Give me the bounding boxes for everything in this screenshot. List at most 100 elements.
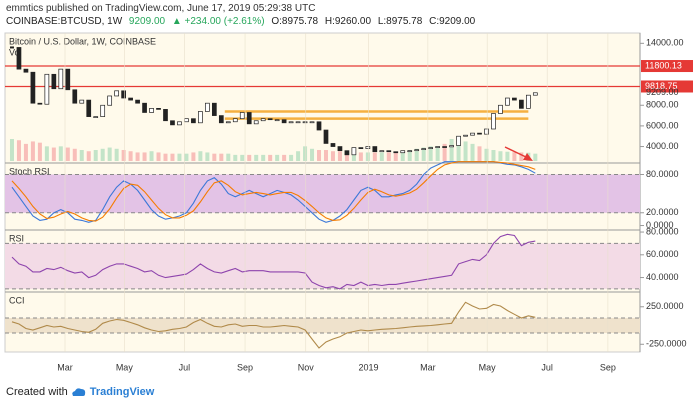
candle (505, 97, 510, 106)
volume-bar (163, 153, 168, 161)
candle (372, 146, 378, 153)
volume-bar (498, 151, 503, 161)
candle (211, 102, 217, 116)
volume-bar (484, 148, 489, 161)
y-tick-label: 14000.00 (646, 38, 684, 48)
high: H:9260.00 (324, 16, 372, 27)
volume-bar (386, 152, 391, 161)
candle (44, 73, 50, 105)
candle (400, 150, 406, 154)
volume-bar (435, 146, 440, 161)
candle (498, 104, 503, 114)
volume-bar (428, 146, 433, 161)
volume-bar (254, 154, 259, 161)
candle (218, 115, 224, 124)
y-tick-label: 4000.00 (646, 141, 679, 151)
candle (519, 99, 524, 109)
volume-bar (121, 150, 126, 161)
indicator-line (11, 233, 536, 290)
volume-bar (421, 147, 426, 161)
candle (302, 121, 308, 124)
indicator-line (11, 161, 536, 223)
candle (79, 99, 85, 104)
y-tick-label: 8000.00 (646, 100, 679, 110)
volume-bar (512, 152, 517, 161)
candle (484, 128, 489, 135)
candle (107, 95, 113, 106)
candle (309, 121, 315, 124)
y-tick-label: 80.0000 (646, 226, 679, 236)
candle (477, 132, 482, 135)
candle (225, 121, 231, 124)
candle (37, 102, 43, 105)
volume-bar (323, 150, 328, 161)
candle (512, 97, 517, 101)
candle (260, 118, 266, 122)
candle (344, 150, 350, 156)
candle (86, 99, 92, 117)
candle (191, 118, 196, 124)
volume-bar (30, 141, 35, 161)
volume-bar (456, 140, 461, 161)
candle (351, 147, 357, 156)
volume-bar (58, 146, 63, 161)
volume-bar (177, 153, 182, 161)
x-tick-label: Sep (600, 362, 616, 372)
candle (330, 143, 336, 147)
candle (232, 118, 238, 123)
volume-bar (505, 151, 510, 161)
candle (274, 119, 280, 122)
y-tick-label: 250.0000 (646, 301, 684, 311)
logo (72, 388, 85, 396)
candle (16, 47, 22, 70)
volume-label: Vol (9, 47, 22, 57)
candle (456, 135, 461, 146)
volume-bar (393, 152, 398, 161)
volume-bar (205, 152, 210, 161)
candle (93, 116, 99, 118)
candle (323, 129, 329, 144)
volume-bar (310, 148, 315, 161)
volume-bar (37, 142, 42, 161)
candle (386, 150, 392, 153)
volume-bar (142, 152, 147, 161)
volume-bar (135, 152, 140, 161)
volume-bar (226, 153, 231, 161)
volume-bar (414, 148, 419, 161)
volume-bar (44, 146, 49, 161)
y-tick-label: -250.0000 (646, 339, 687, 349)
band (5, 243, 640, 289)
candle (358, 147, 364, 149)
y-tick-label: 40.0000 (646, 272, 679, 282)
volume-bar (247, 154, 252, 161)
candle (72, 89, 78, 104)
volume-bar (491, 150, 496, 161)
x-tick-label: May (116, 362, 134, 372)
volume-bar (79, 150, 84, 161)
candle (532, 92, 538, 96)
volume-bar (156, 152, 161, 161)
candle (58, 68, 64, 90)
volume-bar (170, 153, 175, 161)
symbol-line: COINBASE:BTCUSD, 1W 9209.00 ▲ +234.00 (+… (6, 16, 479, 27)
arrow-head (523, 153, 533, 161)
candle (142, 102, 147, 113)
volume-bar (86, 151, 91, 161)
y-tick-label: 80.0000 (646, 169, 679, 179)
candle (337, 146, 343, 152)
volume-bar (261, 154, 266, 161)
logo-shape (72, 388, 85, 396)
volume-bar (449, 139, 454, 161)
candle (149, 108, 154, 113)
candle (239, 112, 245, 120)
volume-bar (16, 140, 21, 161)
candle (121, 90, 126, 99)
volume-bar (519, 152, 524, 161)
candle (253, 120, 259, 125)
volume-bar (184, 153, 189, 161)
volume-bar (107, 147, 112, 161)
last-price-label: 9209.00 (646, 87, 679, 97)
volume-bar (337, 151, 342, 161)
volume-bar (351, 152, 356, 161)
